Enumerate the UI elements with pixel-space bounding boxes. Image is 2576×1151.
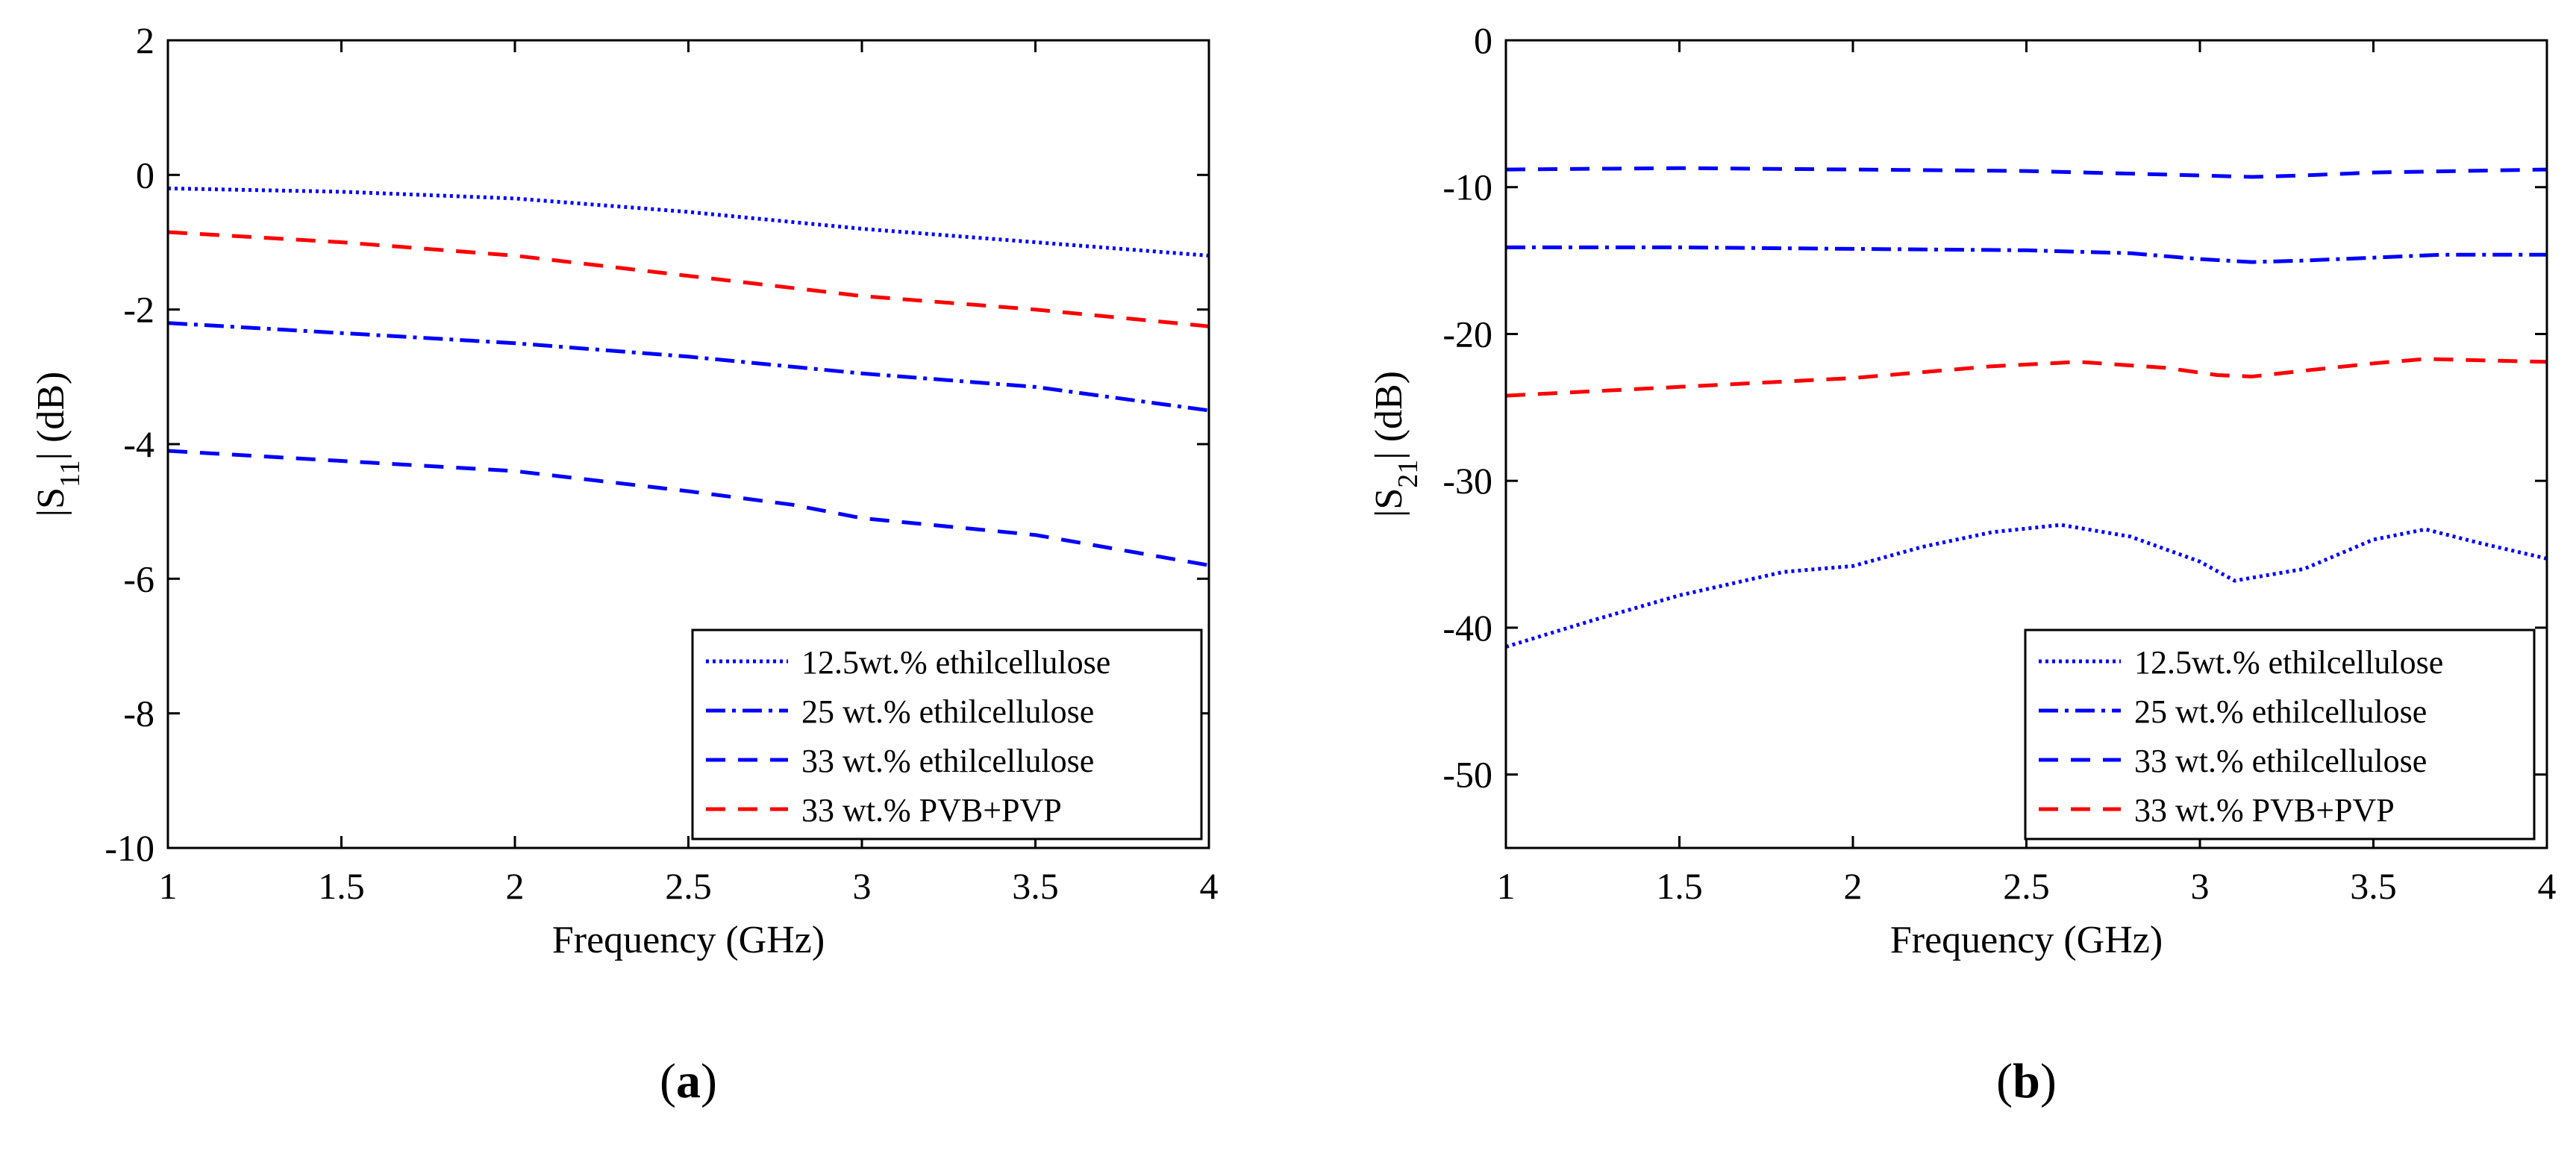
x-tick-label: 3 (853, 865, 872, 907)
series-line-1 (168, 186, 1209, 258)
legend-box (691, 628, 1203, 840)
y-tick-label: -2 (123, 289, 154, 331)
series-line-3 (1506, 166, 2547, 179)
legend-entry-2: 25 wt.% ethilcellulose (2134, 693, 2427, 730)
x-axis-label: Frequency (GHz) (552, 919, 825, 961)
x-tick-label: 1.5 (1656, 865, 1703, 907)
legend-entry-4: 33 wt.% PVB+PVP (801, 792, 1062, 829)
series-line-2 (168, 321, 1209, 413)
x-tick-label: 2.5 (665, 865, 712, 907)
x-tick-label: 1 (1497, 865, 1516, 907)
legend-entry-3: 33 wt.% ethilcellulose (2134, 743, 2427, 779)
panel-label: (a) (660, 1054, 717, 1108)
y-axis-label: |S11| (dB) (30, 372, 86, 517)
series-group (168, 186, 1209, 567)
y-tick-label: -20 (1442, 313, 1492, 355)
x-tick-label: 3.5 (2350, 865, 2397, 907)
panel-label: (b) (1996, 1054, 2057, 1108)
y-tick-label: -10 (104, 827, 154, 869)
y-axis-label: |S21| (dB) (1368, 371, 1424, 517)
y-tick-label: -30 (1442, 460, 1492, 502)
y-tick-label: -4 (123, 423, 154, 465)
chart-panel-a: 1 1.5 2 2.5 3 3.5 4 -10 -8 -6 -4 -2 0 2 Frequency (GHz… (30, 19, 1219, 1108)
legend-entry-1: 12.5wt.% ethilcellulose (801, 644, 1110, 681)
x-tick-label: 4 (2538, 865, 2557, 907)
y-tick-label: -10 (1442, 166, 1492, 208)
legend-entry-2: 25 wt.% ethilcellulose (801, 693, 1094, 730)
y-tick-label: 0 (136, 154, 154, 196)
legend-entry-1: 12.5wt.% ethilcellulose (2134, 644, 2443, 681)
y-tick-label: -6 (123, 558, 154, 599)
series-line-3 (168, 449, 1209, 567)
y-tick-label: 2 (136, 19, 154, 61)
y-tick-label: 0 (1474, 19, 1492, 61)
y-tick-label: -8 (123, 693, 154, 734)
x-tick-label: 3 (2191, 865, 2210, 907)
legend-entry-3: 33 wt.% ethilcellulose (801, 743, 1094, 779)
legend: 12.5wt.% ethilcellulose 25 wt.% ethilcell… (691, 628, 1203, 840)
x-tick-label: 2 (1844, 865, 1863, 907)
x-tick-label: 1.5 (318, 865, 365, 907)
series-line-4 (1506, 357, 2547, 398)
y-tick-label: -50 (1442, 754, 1492, 796)
x-tick-label: 4 (1200, 865, 1219, 907)
x-tick-label: 3.5 (1012, 865, 1059, 907)
series-line-4 (168, 230, 1209, 328)
series-line-1 (1506, 523, 2547, 649)
x-tick-label: 2 (506, 865, 525, 907)
series-group (1506, 166, 2547, 649)
legend-entry-4: 33 wt.% PVB+PVP (2134, 792, 2395, 829)
x-axis-label: Frequency (GHz) (1890, 919, 2163, 961)
y-tick-label: -40 (1442, 607, 1492, 649)
series-line-2 (1506, 245, 2547, 264)
legend-box (2024, 628, 2536, 840)
chart-panel-b: 1 1.5 2 2.5 3 3.5 4 -50 -40 -30 -20 -10 0 Frequency (… (1368, 19, 2557, 1108)
x-tick-label: 1 (159, 865, 178, 907)
x-tick-label: 2.5 (2003, 865, 2050, 907)
legend: 12.5wt.% ethilcellulose 25 wt.% ethilcell… (2024, 628, 2536, 840)
